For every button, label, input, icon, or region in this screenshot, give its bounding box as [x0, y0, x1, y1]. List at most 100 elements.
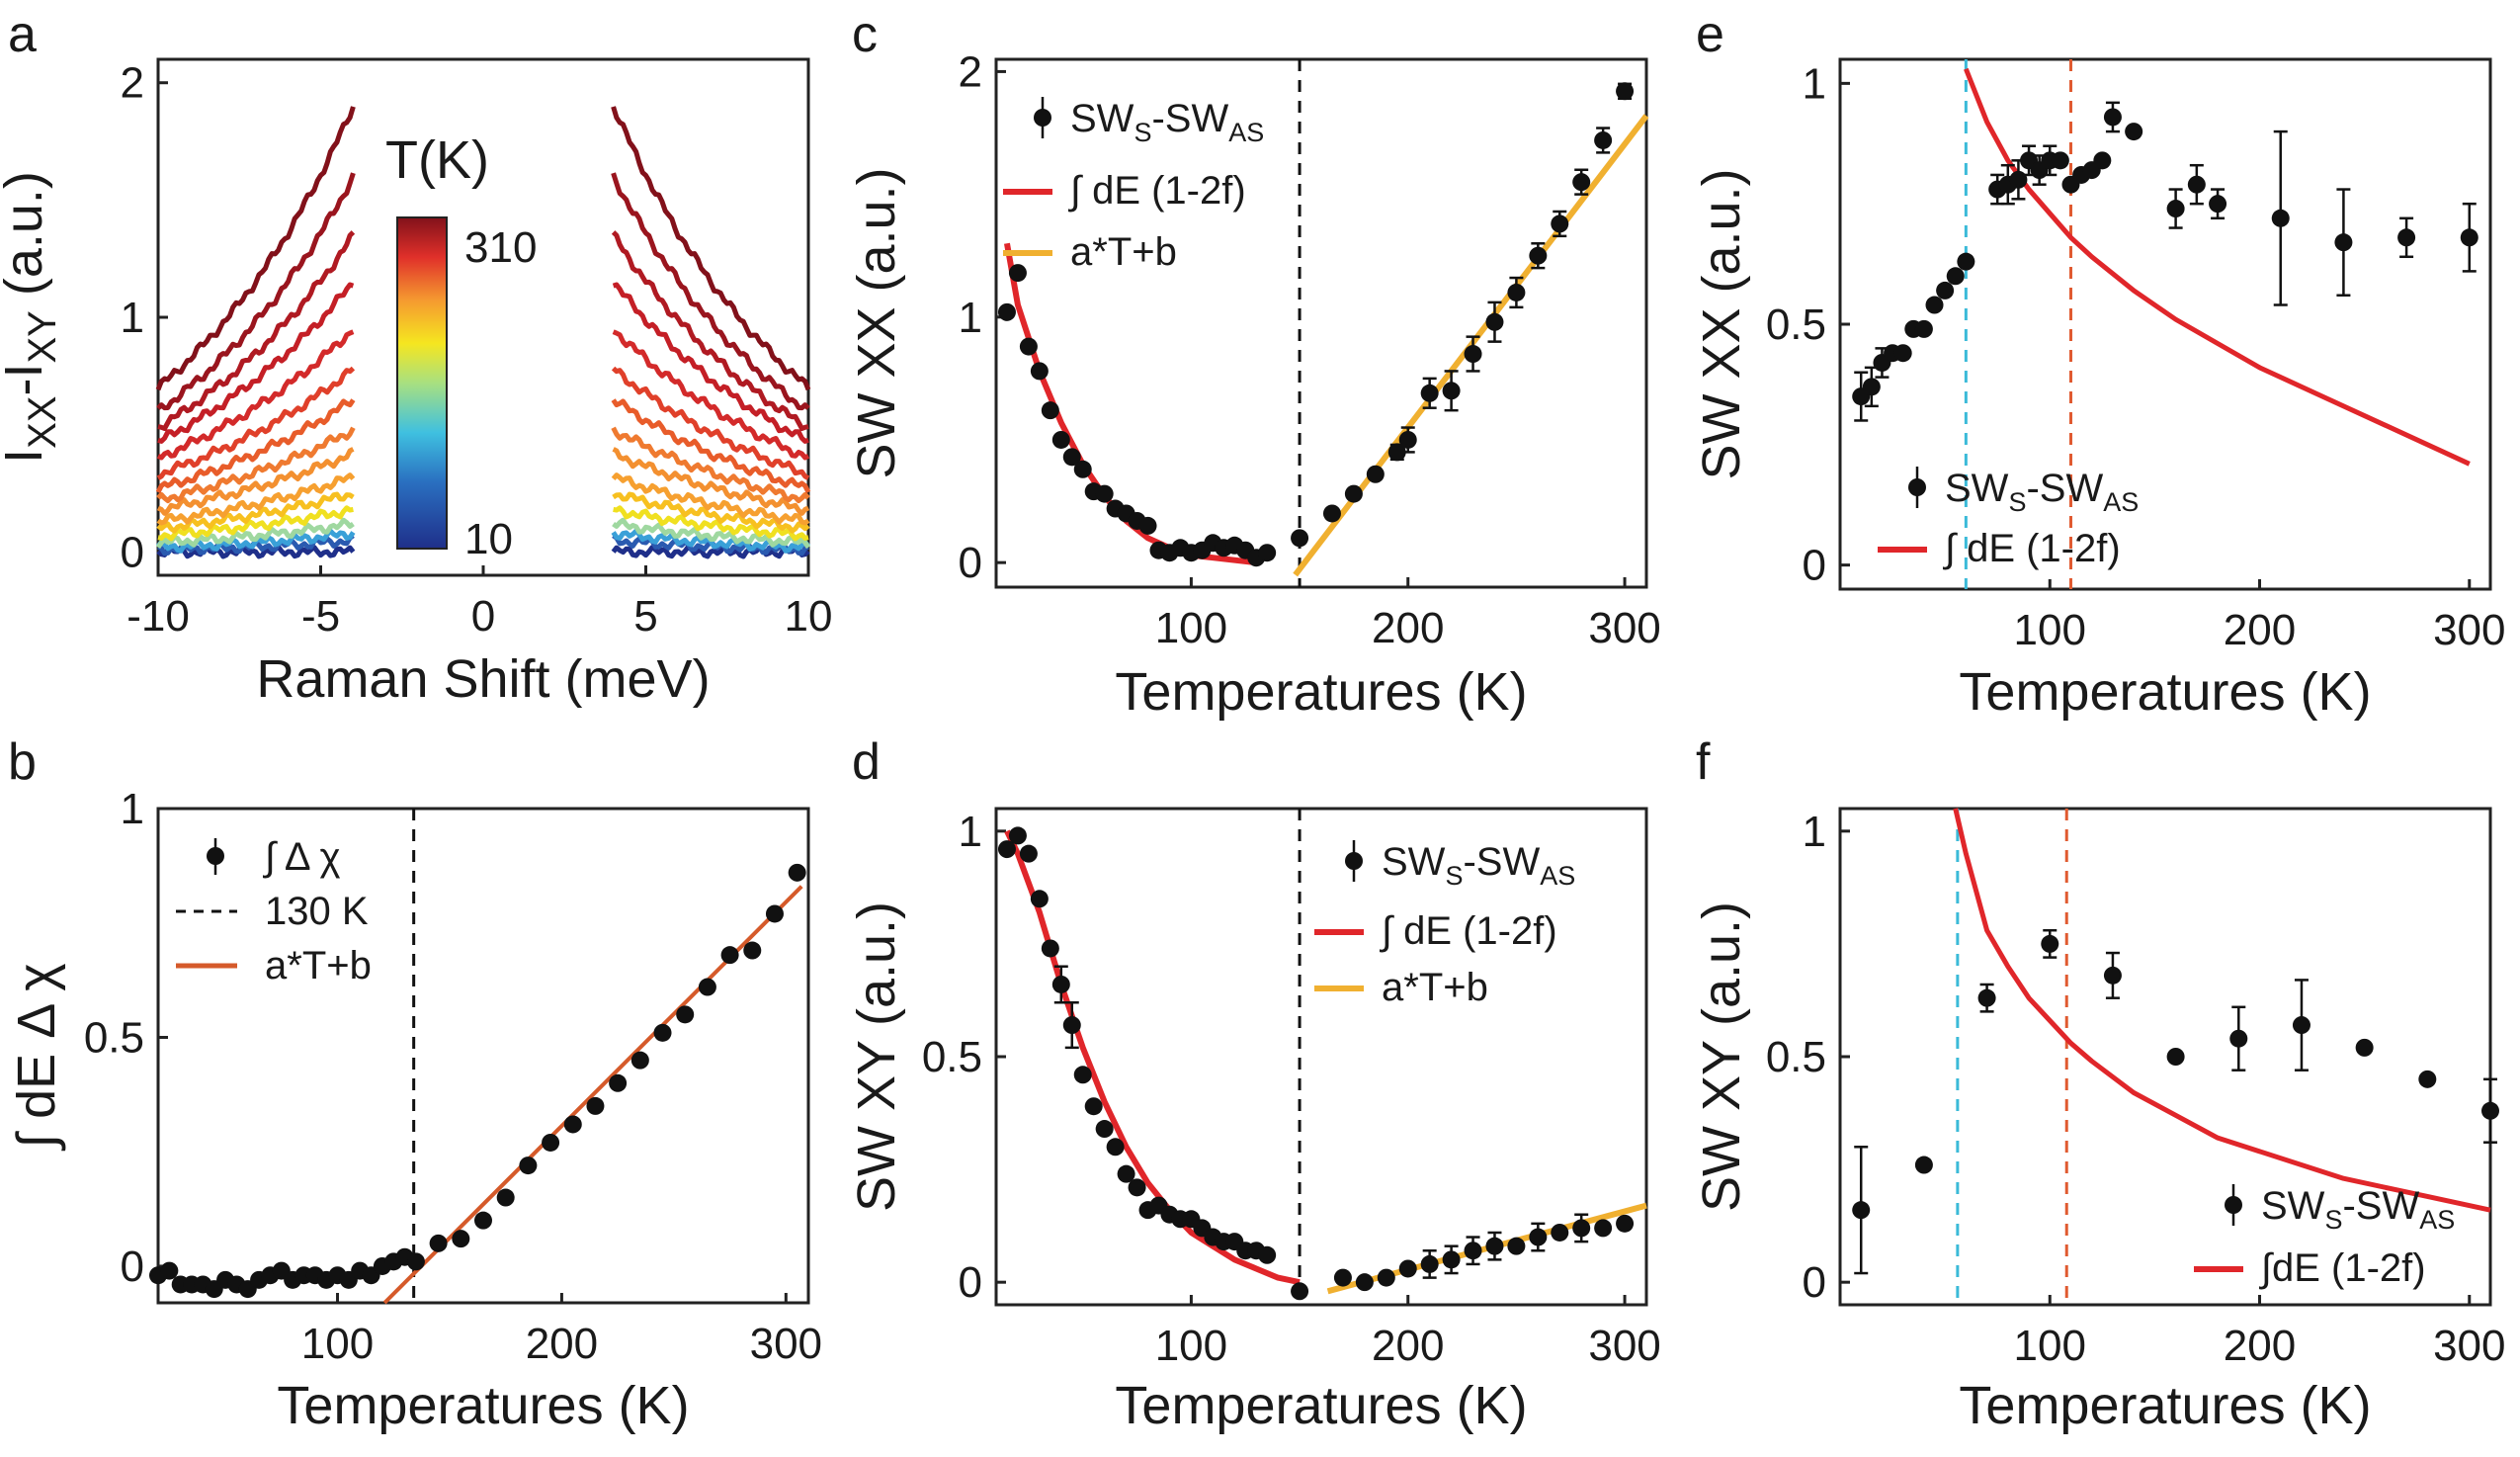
data-point	[1893, 344, 1912, 363]
y-tick-label: 0	[959, 539, 982, 587]
raman-curve	[611, 230, 809, 432]
y-tick-label: 0	[121, 1243, 144, 1291]
data-point	[2166, 1048, 2185, 1066]
legend-label: a*T+b	[1382, 966, 1488, 1009]
legend-marker-point	[207, 847, 224, 865]
raman-curve	[611, 106, 811, 391]
data-point	[1128, 1178, 1146, 1197]
legend-text-sub: AS	[2103, 487, 2139, 517]
data-point	[1062, 1016, 1081, 1035]
raman-curve	[612, 517, 811, 550]
x-tick-label: 200	[1372, 1322, 1444, 1370]
y-tick-label: 1	[959, 808, 982, 856]
data-point	[1529, 246, 1548, 265]
data-point	[1258, 544, 1277, 562]
y-tick-label: 0.5	[922, 1033, 982, 1081]
data-point	[1442, 382, 1461, 400]
data-point	[1095, 484, 1114, 503]
data-point	[1333, 1268, 1352, 1287]
raman-curve	[611, 544, 810, 559]
plot-frame	[156, 807, 810, 1305]
data-point	[743, 941, 762, 960]
legend-label: 130 K	[265, 890, 369, 933]
data-point	[1507, 283, 1526, 301]
raman-curve	[156, 329, 355, 461]
data-point	[160, 1261, 179, 1280]
y-tick-label: 0.5	[84, 1013, 144, 1062]
raman-curve	[155, 106, 356, 391]
y-label-sub: XY	[21, 310, 64, 363]
data-point	[1594, 130, 1613, 149]
legend-text-sub: S	[2008, 487, 2026, 517]
data-point	[1485, 1237, 1504, 1255]
raman-curve	[156, 426, 356, 504]
data-point	[698, 978, 716, 996]
data-point	[496, 1188, 515, 1207]
raman-curve	[611, 398, 811, 494]
x-tick-label: 200	[2224, 1322, 2296, 1370]
raman-curve	[611, 366, 810, 480]
raman-curve	[612, 329, 810, 461]
data-point	[406, 1252, 425, 1271]
raman-curve	[612, 447, 810, 516]
y-axis-label: SW XX (a.u.)	[1692, 168, 1751, 479]
fit-line	[382, 885, 803, 1305]
colorbar	[396, 216, 448, 550]
x-tick-label: 0	[471, 592, 495, 641]
y-axis-label: ∫ dE Δ χ	[7, 963, 66, 1151]
data-point	[1464, 1242, 1482, 1260]
raman-curve	[611, 172, 810, 411]
data-point	[1529, 1228, 1548, 1246]
x-tick-label: 300	[1588, 1322, 1660, 1370]
data-point	[1073, 460, 1092, 478]
raman-curve	[612, 282, 809, 444]
data-point	[1852, 1201, 1871, 1220]
data-point	[2051, 151, 2069, 170]
data-point	[1138, 516, 1157, 535]
data-point	[720, 946, 739, 965]
raman-curve	[157, 230, 356, 432]
model-curve	[1004, 829, 1301, 1286]
y-tick-label: 0.5	[1766, 1033, 1826, 1081]
data-point	[429, 1234, 448, 1252]
colorbar-title: T(K)	[385, 130, 489, 190]
panel-label-b: b	[8, 733, 37, 791]
data-point	[1420, 1254, 1439, 1273]
plot-frame	[1838, 807, 2492, 1307]
legend-text-sub: AS	[2419, 1205, 2455, 1235]
data-point	[2093, 151, 2112, 170]
legend-text-mid: -SW	[2342, 1184, 2419, 1228]
raman-curve	[155, 398, 356, 494]
panel-label-f: f	[1696, 733, 1711, 791]
legend-marker-point	[1034, 109, 1051, 127]
panel-c: 100 200 300 0 1 2 Temperatures (K) SW XX (a.u.)…	[847, 47, 1661, 722]
data-point	[1507, 1237, 1526, 1255]
legend-text-main: SW	[2261, 1184, 2325, 1228]
raman-curve	[155, 517, 355, 550]
legend-text-main: SW	[1382, 840, 1446, 884]
legend-text-mid: -SW	[1151, 97, 1228, 140]
data-point	[2229, 1029, 2248, 1048]
data-point	[1322, 504, 1341, 523]
y-tick-label: 1	[1803, 59, 1826, 108]
data-point	[676, 1005, 695, 1024]
legend-text-main: SW	[1945, 467, 2009, 510]
y-tick-label: 2	[121, 59, 144, 108]
data-point	[2009, 170, 2028, 189]
data-point	[1008, 826, 1027, 845]
data-point	[519, 1157, 538, 1175]
y-label-unit: (a.u.)	[0, 171, 53, 310]
y-axis-label: IXX-IXY (a.u.)	[0, 171, 64, 464]
x-tick-label: 300	[750, 1320, 822, 1368]
legend-text-mid: -SW	[1463, 840, 1540, 884]
x-tick-label: -5	[301, 592, 340, 641]
y-label-mid: -I	[0, 364, 53, 396]
data-point	[1616, 1214, 1635, 1233]
y-axis-label: SW XX (a.u.)	[847, 167, 906, 478]
legend-label: a*T+b	[265, 944, 372, 987]
x-tick-label: 200	[2224, 606, 2296, 654]
data-point	[1442, 1250, 1461, 1269]
data-point	[1084, 1097, 1103, 1116]
raman-curve	[611, 426, 810, 504]
y-axis-label: SW XY (a.u.)	[847, 901, 906, 1212]
